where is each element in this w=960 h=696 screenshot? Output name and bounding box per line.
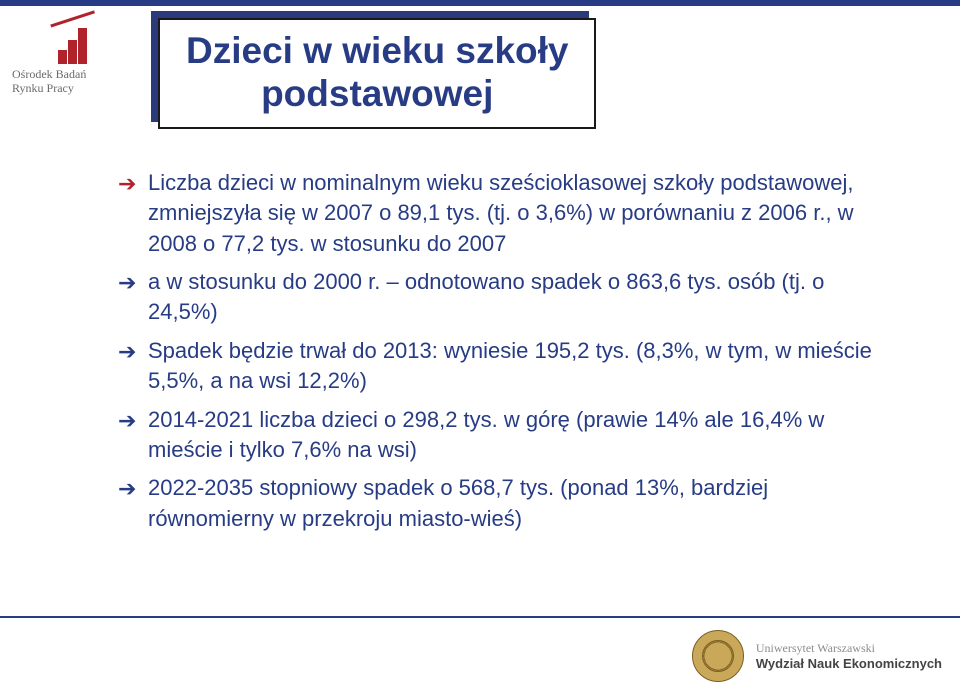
list-item: ➔ 2022-2035 stopniowy spadek o 568,7 tys… xyxy=(118,473,878,534)
footer-uni-line1: Uniwersytet Warszawski xyxy=(756,641,942,656)
list-item: ➔ 2014-2021 liczba dzieci o 298,2 tys. w… xyxy=(118,405,878,466)
arrow-icon: ➔ xyxy=(118,269,140,297)
university-seal-icon xyxy=(692,630,744,682)
arrow-icon: ➔ xyxy=(118,475,140,503)
footer-divider xyxy=(0,616,960,618)
footer-university: Uniwersytet Warszawski Wydział Nauk Ekon… xyxy=(692,630,942,682)
bullet-text: a w stosunku do 2000 r. – odnotowano spa… xyxy=(148,267,878,328)
logo-text-line2: Rynku Pracy xyxy=(12,82,142,96)
logo-chart-icon xyxy=(54,18,100,64)
bullet-text: 2022-2035 stopniowy spadek o 568,7 tys. … xyxy=(148,473,878,534)
bullet-text: 2014-2021 liczba dzieci o 298,2 tys. w g… xyxy=(148,405,878,466)
list-item: ➔ Liczba dzieci w nominalnym wieku sześc… xyxy=(118,168,878,259)
arrow-icon: ➔ xyxy=(118,407,140,435)
arrow-icon: ➔ xyxy=(118,338,140,366)
top-accent-bar xyxy=(0,0,960,6)
bullet-text: Liczba dzieci w nominalnym wieku sześcio… xyxy=(148,168,878,259)
bullet-text: Spadek będzie trwał do 2013: wyniesie 19… xyxy=(148,336,878,397)
bullet-list: ➔ Liczba dzieci w nominalnym wieku sześc… xyxy=(118,168,878,542)
slide-title-box: Dzieci w wieku szkoły podstawowej xyxy=(158,18,596,129)
arrow-icon: ➔ xyxy=(118,170,140,198)
list-item: ➔ Spadek będzie trwał do 2013: wyniesie … xyxy=(118,336,878,397)
logo-osrodek-badan: Ośrodek Badań Rynku Pracy xyxy=(12,18,142,96)
footer-uni-line2: Wydział Nauk Ekonomicznych xyxy=(756,656,942,671)
slide-title: Dzieci w wieku szkoły podstawowej xyxy=(186,30,568,115)
list-item: ➔ a w stosunku do 2000 r. – odnotowano s… xyxy=(118,267,878,328)
logo-text-line1: Ośrodek Badań xyxy=(12,68,142,82)
